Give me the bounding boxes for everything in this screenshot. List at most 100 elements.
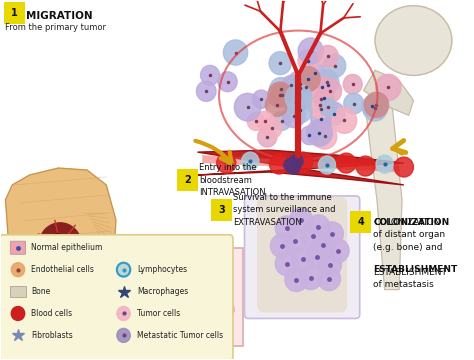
Circle shape	[376, 155, 393, 173]
Polygon shape	[198, 150, 404, 185]
Circle shape	[117, 328, 130, 342]
Circle shape	[117, 263, 130, 276]
Circle shape	[314, 88, 335, 109]
Circle shape	[201, 66, 219, 85]
Circle shape	[255, 111, 274, 130]
Circle shape	[286, 76, 312, 103]
Circle shape	[283, 104, 305, 128]
Circle shape	[172, 285, 189, 302]
Ellipse shape	[375, 6, 452, 75]
FancyBboxPatch shape	[350, 211, 371, 233]
FancyBboxPatch shape	[90, 248, 243, 346]
Ellipse shape	[210, 328, 220, 336]
Circle shape	[275, 252, 298, 276]
FancyBboxPatch shape	[109, 256, 125, 276]
Circle shape	[376, 74, 401, 100]
Circle shape	[301, 224, 324, 248]
FancyBboxPatch shape	[196, 256, 211, 276]
Circle shape	[319, 156, 336, 174]
Circle shape	[337, 153, 356, 173]
Circle shape	[201, 303, 217, 319]
Polygon shape	[202, 155, 399, 172]
Circle shape	[298, 38, 323, 64]
Circle shape	[39, 223, 82, 267]
Circle shape	[217, 153, 236, 173]
Text: ESTABLISHMENT: ESTABLISHMENT	[373, 265, 457, 274]
FancyBboxPatch shape	[10, 286, 26, 297]
Circle shape	[208, 285, 225, 302]
Text: Metastatic Tumor cells: Metastatic Tumor cells	[137, 331, 223, 340]
Circle shape	[362, 96, 383, 117]
Circle shape	[196, 81, 216, 102]
Ellipse shape	[152, 328, 163, 336]
Polygon shape	[365, 100, 402, 289]
Ellipse shape	[186, 328, 197, 336]
Circle shape	[242, 152, 259, 170]
Text: Entry into the
bloodstream
INTRAVASATION: Entry into the bloodstream INTRAVASATION	[200, 163, 266, 197]
FancyBboxPatch shape	[127, 256, 142, 276]
Ellipse shape	[94, 328, 105, 336]
Circle shape	[298, 50, 319, 72]
Circle shape	[306, 63, 325, 83]
Circle shape	[365, 92, 389, 117]
Circle shape	[332, 108, 357, 134]
FancyBboxPatch shape	[177, 169, 199, 191]
Circle shape	[275, 216, 298, 240]
FancyBboxPatch shape	[178, 256, 194, 276]
Circle shape	[261, 117, 282, 138]
Circle shape	[132, 306, 147, 321]
Circle shape	[189, 279, 206, 297]
Circle shape	[296, 67, 320, 91]
Circle shape	[293, 152, 313, 172]
Circle shape	[288, 98, 312, 123]
Text: Survival to the immune
system surveillance and
EXTRAVASATION: Survival to the immune system surveillan…	[233, 193, 336, 227]
Circle shape	[223, 40, 248, 65]
Circle shape	[117, 306, 130, 320]
FancyBboxPatch shape	[161, 256, 176, 276]
Circle shape	[270, 154, 289, 174]
Circle shape	[234, 93, 261, 121]
Circle shape	[287, 160, 300, 174]
Circle shape	[319, 98, 337, 116]
Circle shape	[61, 241, 69, 249]
Circle shape	[299, 266, 322, 289]
Text: 3: 3	[218, 205, 225, 215]
Circle shape	[310, 87, 332, 111]
Circle shape	[285, 268, 308, 292]
Circle shape	[218, 72, 237, 92]
Circle shape	[273, 111, 291, 130]
Circle shape	[315, 70, 339, 94]
Circle shape	[247, 112, 264, 130]
Circle shape	[290, 154, 303, 168]
Circle shape	[269, 51, 291, 75]
Circle shape	[285, 91, 307, 113]
FancyBboxPatch shape	[257, 197, 347, 312]
Text: Tumor cells: Tumor cells	[137, 309, 180, 318]
FancyBboxPatch shape	[213, 256, 228, 276]
Ellipse shape	[118, 328, 128, 336]
Circle shape	[288, 84, 310, 105]
Text: 1: 1	[11, 8, 18, 18]
Circle shape	[290, 208, 313, 232]
Circle shape	[284, 229, 307, 253]
Circle shape	[326, 239, 349, 263]
Circle shape	[344, 93, 364, 114]
Circle shape	[287, 71, 314, 98]
Circle shape	[149, 302, 165, 318]
Circle shape	[301, 126, 319, 145]
Circle shape	[322, 102, 345, 126]
Circle shape	[265, 93, 288, 117]
Circle shape	[320, 222, 343, 246]
FancyBboxPatch shape	[10, 241, 26, 254]
Text: From the primary tumor: From the primary tumor	[6, 23, 107, 32]
Text: MIGRATION: MIGRATION	[26, 11, 92, 21]
Circle shape	[282, 76, 300, 94]
Circle shape	[284, 158, 297, 172]
Circle shape	[394, 157, 413, 177]
Circle shape	[290, 77, 310, 99]
Text: COLONIZATION: COLONIZATION	[373, 218, 449, 227]
Circle shape	[298, 78, 315, 96]
Circle shape	[258, 127, 277, 147]
FancyBboxPatch shape	[245, 196, 360, 319]
Circle shape	[306, 245, 329, 269]
